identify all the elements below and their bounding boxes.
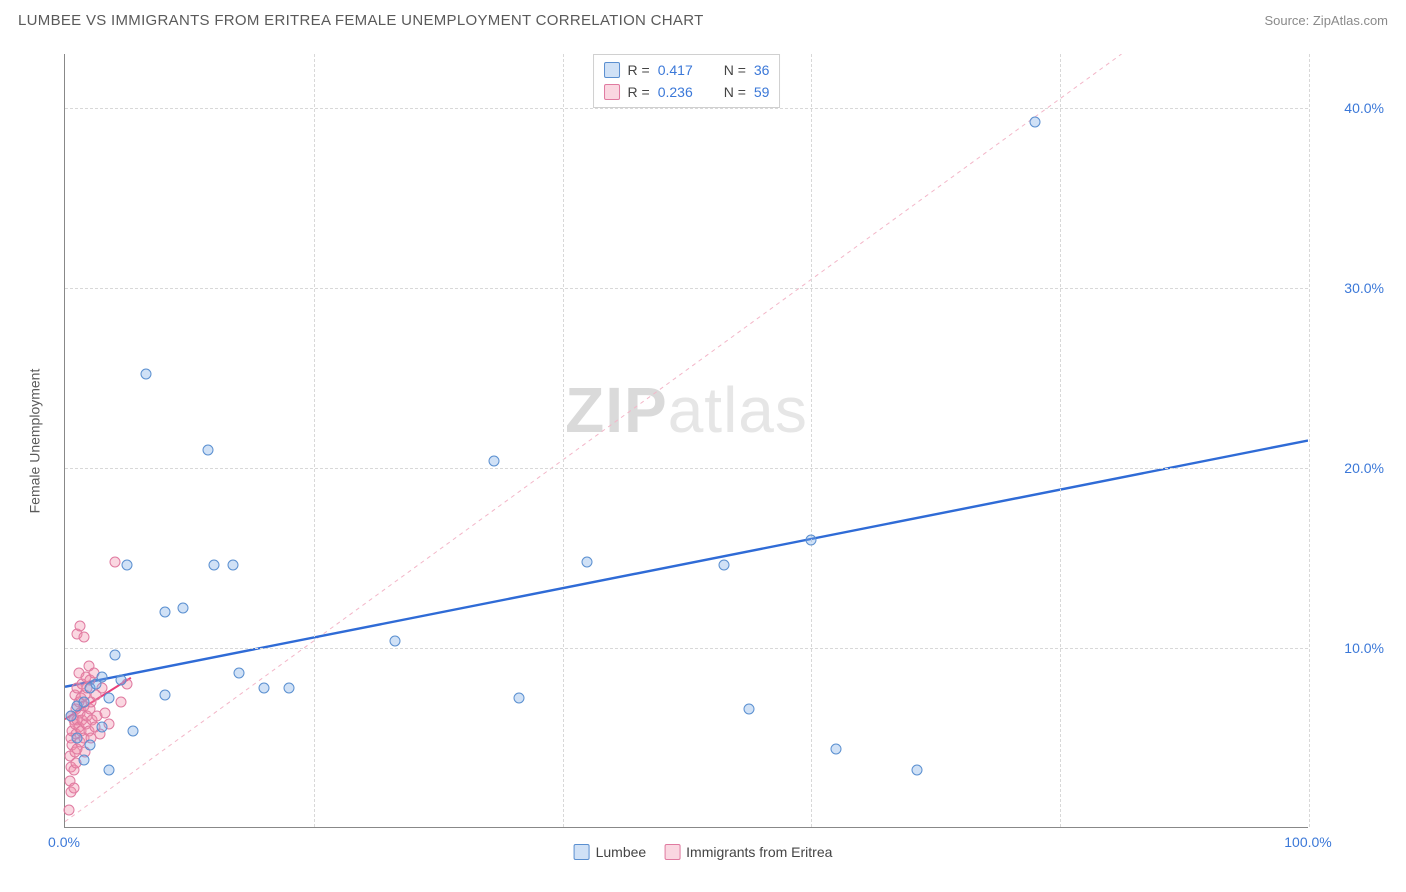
data-point-lumbee xyxy=(97,671,108,682)
y-tick-label: 30.0% xyxy=(1344,280,1384,296)
legend-swatch-lumbee xyxy=(574,844,590,860)
data-point-lumbee xyxy=(283,682,294,693)
data-point-lumbee xyxy=(78,697,89,708)
gridline-vertical xyxy=(1060,54,1061,827)
gridline-vertical xyxy=(563,54,564,827)
legend-n-label: N = xyxy=(724,81,746,103)
legend-item-eritrea: Immigrants from Eritrea xyxy=(664,844,832,860)
legend-label-eritrea: Immigrants from Eritrea xyxy=(686,844,832,860)
y-tick-label: 20.0% xyxy=(1344,460,1384,476)
data-point-lumbee xyxy=(806,535,817,546)
legend-r-value-eritrea: 0.236 xyxy=(658,81,710,103)
legend-item-lumbee: Lumbee xyxy=(574,844,647,860)
data-point-lumbee xyxy=(234,668,245,679)
legend-n-value-eritrea: 59 xyxy=(754,81,770,103)
legend-stats-row-lumbee: R = 0.417 N = 36 xyxy=(604,59,770,81)
chart-header: LUMBEE VS IMMIGRANTS FROM ERITREA FEMALE… xyxy=(0,0,1406,37)
legend-label-lumbee: Lumbee xyxy=(596,844,647,860)
gridline-horizontal xyxy=(65,108,1308,109)
watermark: ZIPatlas xyxy=(565,373,808,447)
data-point-lumbee xyxy=(912,765,923,776)
legend-swatch-eritrea xyxy=(664,844,680,860)
legend-n-value-lumbee: 36 xyxy=(754,59,770,81)
chart-source: Source: ZipAtlas.com xyxy=(1264,13,1388,28)
data-point-lumbee xyxy=(831,743,842,754)
data-point-lumbee xyxy=(259,682,270,693)
data-point-lumbee xyxy=(489,455,500,466)
legend-n-label: N = xyxy=(724,59,746,81)
legend-stats-row-eritrea: R = 0.236 N = 59 xyxy=(604,81,770,103)
x-tick-end: 100.0% xyxy=(1284,834,1331,850)
data-point-lumbee xyxy=(140,369,151,380)
data-point-lumbee xyxy=(66,711,77,722)
data-point-lumbee xyxy=(72,733,83,744)
data-point-lumbee xyxy=(78,754,89,765)
data-point-lumbee xyxy=(122,560,133,571)
y-axis-label: Female Unemployment xyxy=(26,369,42,514)
data-point-lumbee xyxy=(744,704,755,715)
data-point-lumbee xyxy=(84,740,95,751)
legend-stats: R = 0.417 N = 36 R = 0.236 N = 59 xyxy=(593,54,781,108)
data-point-eritrea xyxy=(78,632,89,643)
x-tick-start: 0.0% xyxy=(48,834,80,850)
legend-r-label: R = xyxy=(628,59,650,81)
gridline-horizontal xyxy=(65,288,1308,289)
data-point-lumbee xyxy=(514,693,525,704)
y-axis-label-wrap: Female Unemployment xyxy=(22,54,46,828)
watermark-bold: ZIP xyxy=(565,374,668,446)
legend-series: Lumbee Immigrants from Eritrea xyxy=(574,844,833,860)
data-point-eritrea xyxy=(68,783,79,794)
legend-r-label: R = xyxy=(628,81,650,103)
legend-swatch-eritrea xyxy=(604,84,620,100)
chart-container: Female Unemployment ZIPatlas R = 0.417 N… xyxy=(18,42,1388,874)
gridline-vertical xyxy=(1309,54,1310,827)
data-point-lumbee xyxy=(1030,117,1041,128)
data-point-lumbee xyxy=(159,689,170,700)
plot-area: ZIPatlas R = 0.417 N = 36 R = 0.236 N = … xyxy=(64,54,1308,828)
data-point-lumbee xyxy=(719,560,730,571)
data-point-eritrea xyxy=(74,621,85,632)
data-point-lumbee xyxy=(389,635,400,646)
gridline-vertical xyxy=(314,54,315,827)
data-point-lumbee xyxy=(97,722,108,733)
data-point-lumbee xyxy=(178,603,189,614)
data-point-eritrea xyxy=(115,697,126,708)
data-point-lumbee xyxy=(103,693,114,704)
legend-r-value-lumbee: 0.417 xyxy=(658,59,710,81)
y-tick-label: 10.0% xyxy=(1344,640,1384,656)
data-point-lumbee xyxy=(115,675,126,686)
legend-swatch-lumbee xyxy=(604,62,620,78)
chart-title: LUMBEE VS IMMIGRANTS FROM ERITREA FEMALE… xyxy=(18,12,704,29)
data-point-lumbee xyxy=(128,725,139,736)
data-point-lumbee xyxy=(103,765,114,776)
data-point-eritrea xyxy=(63,805,74,816)
gridline-horizontal xyxy=(65,648,1308,649)
gridline-vertical xyxy=(811,54,812,827)
gridline-horizontal xyxy=(65,468,1308,469)
data-point-lumbee xyxy=(159,607,170,618)
y-tick-label: 40.0% xyxy=(1344,100,1384,116)
data-point-lumbee xyxy=(582,556,593,567)
watermark-light: atlas xyxy=(668,374,808,446)
chart-lines-svg xyxy=(65,54,1308,827)
data-point-lumbee xyxy=(227,560,238,571)
data-point-eritrea xyxy=(99,707,110,718)
data-point-lumbee xyxy=(203,445,214,456)
data-point-eritrea xyxy=(109,556,120,567)
data-point-lumbee xyxy=(109,650,120,661)
data-point-lumbee xyxy=(209,560,220,571)
